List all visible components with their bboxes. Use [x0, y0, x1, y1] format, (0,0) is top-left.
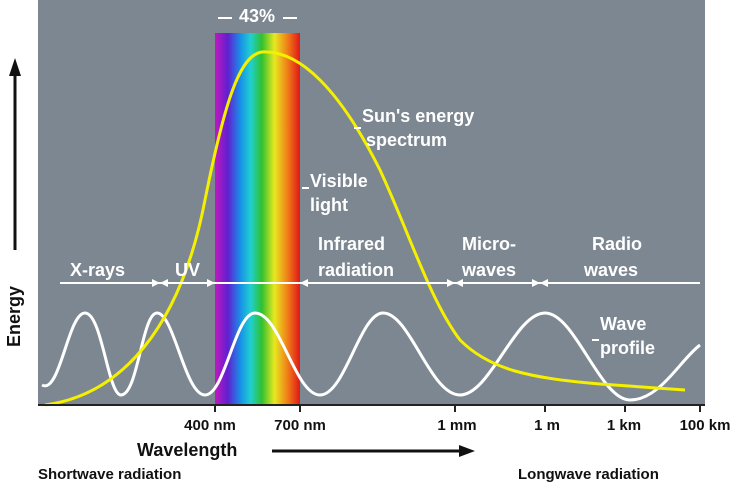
- curve-label: spectrum: [366, 130, 447, 150]
- tick-label: 400 nm: [184, 417, 236, 434]
- arrow: [207, 279, 215, 287]
- tick-label: 700 nm: [274, 417, 326, 434]
- curve-label: Wave: [600, 314, 646, 334]
- band-label: Radio: [592, 234, 642, 254]
- arrow: [152, 279, 168, 287]
- curve-label: Visible: [310, 171, 368, 191]
- visible-spectrum: [215, 33, 300, 405]
- ticks: [214, 405, 701, 412]
- longwave-label: Longwave radiation: [518, 466, 659, 483]
- y-axis-title: Energy: [4, 286, 24, 347]
- wave-profile: [41, 311, 701, 402]
- x-arrowhead: [459, 445, 475, 457]
- band-label: UV: [175, 260, 200, 280]
- tick-label: 1 km: [607, 417, 641, 434]
- band-label: Micro-: [462, 234, 516, 254]
- tick-label: 1 m: [534, 417, 560, 434]
- x-axis-title: Wavelength: [137, 440, 237, 460]
- band-label: waves: [583, 260, 638, 280]
- y-arrowhead: [9, 58, 21, 76]
- arrow: [300, 279, 308, 287]
- shortwave-label: Shortwave radiation: [38, 466, 181, 483]
- panel: [38, 0, 705, 405]
- tick-label: 100 km: [680, 417, 731, 434]
- arrow: [532, 279, 548, 287]
- sun-spectrum-curve: [44, 50, 686, 407]
- band-label: radiation: [318, 260, 394, 280]
- arrow: [447, 279, 463, 287]
- band-label: Infrared: [318, 234, 385, 254]
- curve-label: profile: [600, 338, 655, 358]
- curve-label: light: [310, 195, 348, 215]
- band-label: X-rays: [70, 260, 125, 280]
- tick-label: 1 mm: [437, 417, 476, 434]
- band-arrows: [152, 279, 548, 287]
- percent-label: 43%: [239, 6, 275, 26]
- curve-label: Sun's energy: [362, 106, 474, 126]
- band-label: waves: [461, 260, 516, 280]
